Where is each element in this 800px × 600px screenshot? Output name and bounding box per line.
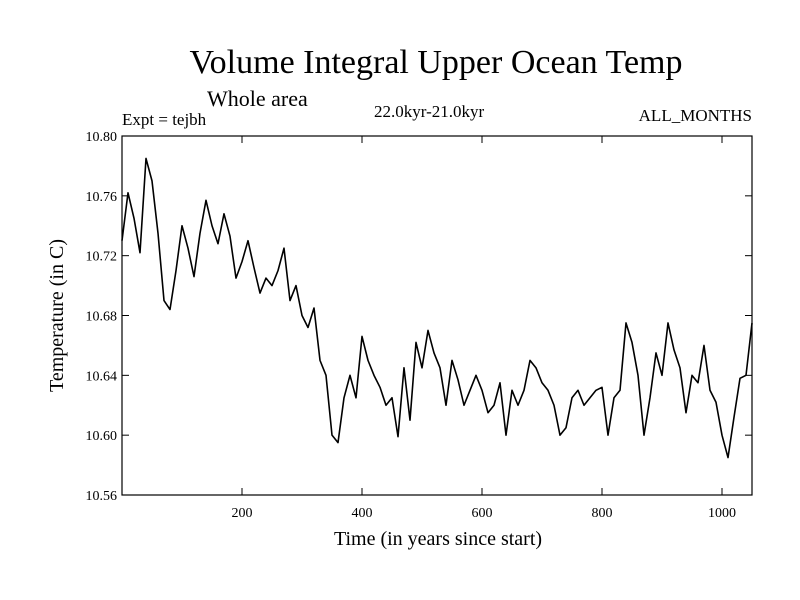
x-axis-title: Time (in years since start) <box>334 528 542 550</box>
y-tick-label: 10.68 <box>86 310 118 325</box>
y-axis-title: Temperature (in C) <box>46 239 68 392</box>
x-tick-label: 400 <box>352 506 373 521</box>
chart-subtitle: Whole area <box>207 86 308 111</box>
plot-frame <box>121 135 753 496</box>
months-label: ALL_MONTHS <box>638 106 752 125</box>
x-tick-label: 600 <box>472 506 493 521</box>
y-tick-label: 10.80 <box>86 130 118 145</box>
y-tick-label: 10.64 <box>86 369 118 384</box>
experiment-label: Expt = tejbh <box>122 110 207 129</box>
chart-title: Volume Integral Upper Ocean Temp <box>189 44 683 81</box>
x-tick-label: 200 <box>232 506 253 521</box>
period-label: 22.0kyr-21.0kyr <box>374 102 485 121</box>
y-tick-label: 10.72 <box>86 250 118 265</box>
y-tick-label: 10.56 <box>86 489 118 504</box>
x-tick-label: 1000 <box>708 506 736 521</box>
tick-marks <box>122 135 752 496</box>
y-tick-label: 10.60 <box>86 429 118 444</box>
x-tick-label: 800 <box>592 506 613 521</box>
y-tick-label: 10.76 <box>86 190 118 205</box>
series-line <box>121 157 753 459</box>
tick-labels: 200 400 600 800 1000 10.56 10.60 10.64 10.68 10.7… <box>86 130 737 521</box>
